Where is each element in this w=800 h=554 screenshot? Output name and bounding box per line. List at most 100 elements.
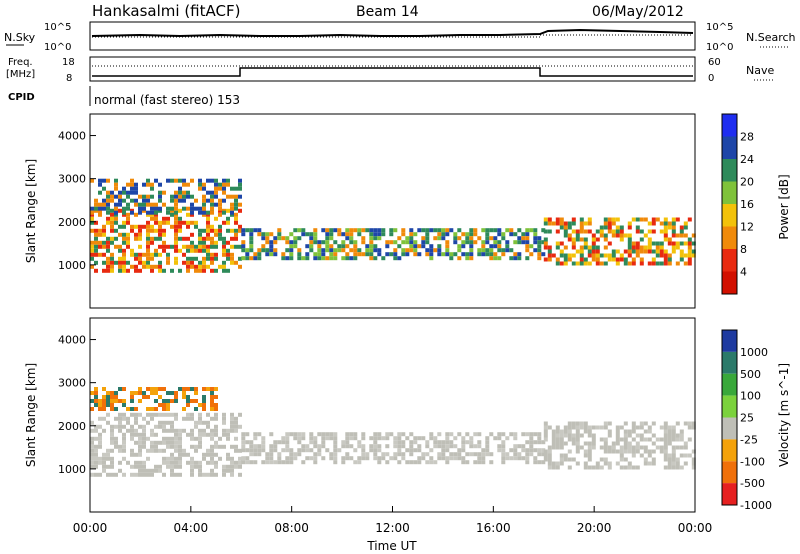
velocity-echo-cell (543, 437, 548, 442)
velocity-echo-cell (289, 460, 294, 465)
velocity-echo-cell (603, 425, 608, 430)
power-echo-cell (571, 221, 576, 226)
velocity-echo-cell (627, 433, 632, 438)
velocity-echo-cell (563, 429, 568, 434)
velocity-echo-cell (671, 425, 676, 430)
power-echo-cell (489, 248, 494, 253)
power-echo-cell (373, 248, 378, 253)
power-echo-cell (631, 217, 636, 222)
power-echo-cell (587, 217, 592, 222)
velocity-echo-cell (142, 432, 146, 437)
velocity-echo-cell (253, 444, 258, 449)
velocity-echo-cell (98, 456, 102, 461)
power-echo-cell (146, 240, 150, 245)
velocity-echo-cell (253, 452, 258, 457)
velocity-echo-cell (525, 460, 530, 465)
velocity-echo-cell (106, 464, 110, 469)
velocity-echo-cell (142, 460, 146, 465)
velocity-echo-cell (90, 420, 94, 425)
power-echo-cell (230, 236, 234, 241)
power-echo-cell (517, 228, 522, 233)
power-echo-cell (567, 225, 572, 230)
velocity-echo-cell (667, 465, 672, 470)
power-echo-cell (182, 236, 186, 241)
power-echo-cell (118, 190, 122, 195)
velocity-echo-cell (671, 453, 676, 458)
power-echo-cell (178, 268, 182, 273)
velocity-echo-cell (595, 461, 600, 466)
power-echo-cell (579, 237, 584, 242)
velocity-echo-cell (134, 391, 138, 395)
power-echo-cell (222, 186, 226, 191)
velocity-echo-cell (94, 387, 98, 391)
velocity-echo-cell (130, 407, 134, 411)
velocity-echo-cell (417, 456, 422, 461)
power-echo-cell (178, 236, 182, 241)
velocity-echo-cell (481, 456, 486, 461)
velocity-echo-cell (619, 437, 624, 442)
velocity-echo-cell (122, 387, 126, 391)
velocity-echo-cell (481, 448, 486, 453)
power-echo-cell (210, 198, 214, 203)
velocity-echo-cell (651, 457, 656, 462)
power-echo-cell (321, 228, 326, 233)
power-echo-cell (349, 228, 354, 233)
power-echo-cell (297, 256, 302, 261)
power-echo-cell (198, 178, 202, 183)
power-echo-cell (595, 257, 600, 262)
power-echo-cell (106, 210, 110, 215)
power-echo-cell (325, 236, 330, 241)
power-echo-cell (202, 268, 206, 273)
power-echo-cell (174, 224, 178, 229)
power-echo-cell (675, 217, 680, 222)
power-echo-cell (623, 249, 628, 254)
cpid-mode: normal (fast stereo) 153 (94, 93, 240, 107)
power-echo-cell (226, 216, 230, 221)
power-echo-cell (285, 248, 290, 253)
velocity-echo-cell (202, 395, 206, 399)
power-echo-cell (190, 220, 194, 225)
power-echo-cell (162, 228, 166, 233)
velocity-echo-cell (190, 464, 194, 469)
velocity-echo-cell (122, 472, 126, 477)
velocity-echo-cell (485, 440, 490, 445)
power-echo-cell (583, 245, 588, 250)
power-echo-cell (647, 221, 652, 226)
velocity-echo-cell (190, 472, 194, 477)
power-echo-cell (543, 221, 548, 226)
velocity-echo-cell (607, 429, 612, 434)
power-echo-cell (563, 245, 568, 250)
power-echo-cell (214, 228, 218, 233)
velocity-echo-cell (587, 441, 592, 446)
power-echo-cell (651, 241, 656, 246)
velocity-echo-cell (441, 444, 446, 449)
power-echo-cell (158, 190, 162, 195)
velocity-echo-cell (631, 421, 636, 426)
velocity-echo-cell (627, 429, 632, 434)
velocity-echo-cell (551, 445, 556, 450)
velocity-echo-cell (389, 456, 394, 461)
power-echo-cell (651, 249, 656, 254)
power-echo-cell (210, 228, 214, 233)
velocity-echo-cell (90, 399, 94, 403)
velocity-echo-cell (182, 416, 186, 421)
power-echo-cell (651, 217, 656, 222)
power-echo-cell (481, 252, 486, 257)
velocity-echo-cell (118, 460, 122, 465)
velocity-echo-cell (102, 456, 106, 461)
power-echo-cell (98, 244, 102, 249)
power-echo-cell (261, 248, 266, 253)
power-echo-cell (146, 244, 150, 249)
power-echo-cell (615, 249, 620, 254)
power-echo-cell (234, 212, 238, 217)
velocity-echo-cell (309, 436, 314, 441)
velocity-echo-cell (134, 460, 138, 465)
velocity-echo-cell (615, 461, 620, 466)
velocity-echo-cell (615, 433, 620, 438)
velocity-echo-cell (118, 416, 122, 421)
velocity-echo-cell (234, 464, 238, 469)
power-echo-cell (469, 232, 474, 237)
velocity-echo-cell (651, 421, 656, 426)
power-echo-cell (353, 256, 358, 261)
power-echo-cell (158, 260, 162, 265)
